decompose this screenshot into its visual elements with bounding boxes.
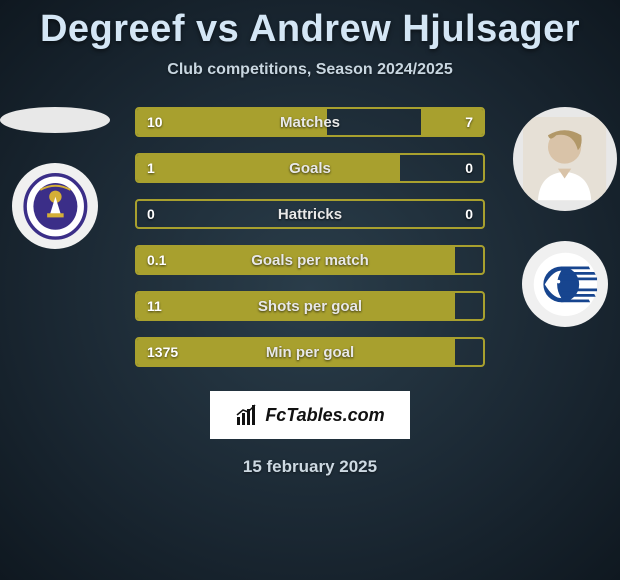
stat-value-right: 0	[465, 160, 473, 176]
date-label: 15 february 2025	[0, 457, 620, 477]
stat-row: 1375 Min per goal	[135, 337, 485, 367]
stat-label: Goals	[289, 160, 331, 177]
page-title: Degreef vs Andrew Hjulsager	[0, 0, 620, 51]
stat-label: Min per goal	[266, 344, 354, 361]
stat-row: 11 Shots per goal	[135, 291, 485, 321]
player-right-column	[510, 107, 620, 327]
person-icon	[523, 117, 606, 200]
player-left-photo	[0, 107, 110, 133]
stat-value-left: 1375	[147, 344, 178, 360]
stat-label: Shots per goal	[258, 298, 362, 315]
stat-row: 0 0 Hattricks	[135, 199, 485, 229]
stat-bar-left	[137, 155, 400, 181]
stats-list: 107Matches10Goals00Hattricks0.1Goals per…	[135, 107, 485, 367]
stat-value-right: 0	[465, 206, 473, 222]
gent-crest-icon	[531, 250, 600, 319]
stat-bar-right	[421, 109, 483, 135]
branding-badge: FcTables.com	[210, 391, 410, 439]
chart-icon	[235, 403, 259, 427]
stat-value-left: 11	[147, 298, 162, 314]
stat-row: 10 7 Matches	[135, 107, 485, 137]
player-right-photo	[513, 107, 617, 211]
stat-label: Matches	[280, 114, 340, 131]
stat-value-left: 10	[147, 114, 163, 130]
stat-value-left: 0	[147, 206, 155, 222]
stat-value-left: 1	[147, 160, 155, 176]
anderlecht-crest-icon	[21, 172, 90, 241]
stat-row: 1 0 Goals	[135, 153, 485, 183]
stat-value-right: 7	[465, 114, 473, 130]
stat-label: Goals per match	[251, 252, 369, 269]
player-left-club-badge	[12, 163, 98, 249]
stat-value-left: 0.1	[147, 252, 166, 268]
player-left-column	[0, 107, 110, 249]
stat-label: Hattricks	[278, 206, 342, 223]
branding-text: FcTables.com	[265, 405, 384, 426]
stat-row: 0.1 Goals per match	[135, 245, 485, 275]
comparison-content: 107Matches10Goals00Hattricks0.1Goals per…	[0, 107, 620, 367]
subtitle: Club competitions, Season 2024/2025	[0, 61, 620, 79]
player-right-club-badge	[522, 241, 608, 327]
